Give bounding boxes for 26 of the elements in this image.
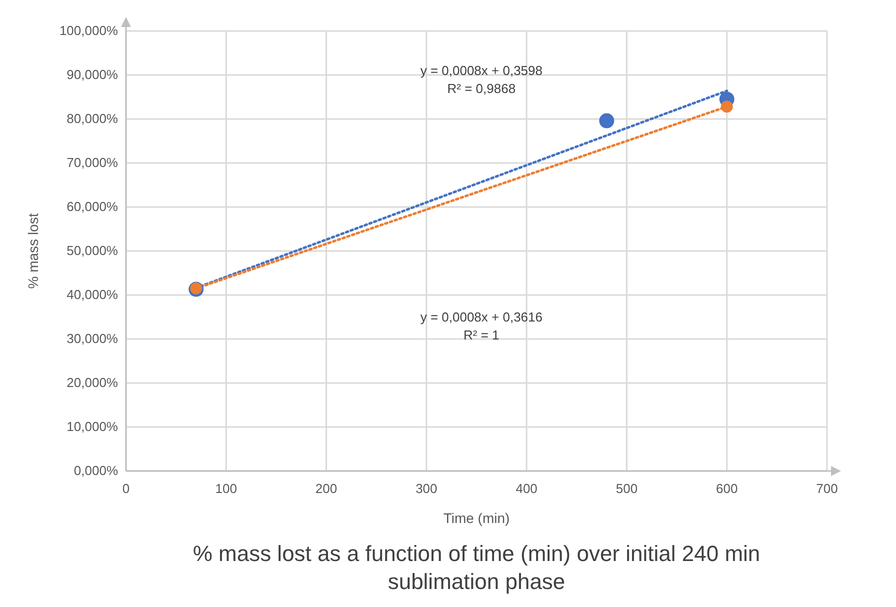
x-tick-label: 0 <box>122 481 130 496</box>
y-tick-label: 0,000% <box>74 463 118 478</box>
x-axis-title: Time (min) <box>443 510 510 526</box>
x-tick-label: 100 <box>215 481 237 496</box>
y-tick-label: 30,000% <box>66 331 118 346</box>
x-tick-label: 400 <box>516 481 538 496</box>
y-tick-label: 10,000% <box>66 419 118 434</box>
y-tick-label: 60,000% <box>66 199 118 214</box>
y-tick-label: 90,000% <box>66 67 118 82</box>
x-tick-label: 600 <box>716 481 738 496</box>
x-tick-label: 700 <box>816 481 838 496</box>
text: % mass lost as a function of time (min) over initial 240 min sublimation phase <box>192 541 760 594</box>
y-tick-label: 50,000% <box>66 243 118 258</box>
x-tick-label: 200 <box>315 481 338 496</box>
y-tick-label: 100,000% <box>59 23 118 38</box>
x-tick-label: 300 <box>416 481 438 496</box>
y-axis-title: % mass lost <box>25 213 41 289</box>
point <box>720 100 733 113</box>
y-tick-label: 80,000% <box>66 111 118 126</box>
x-tick-label: 500 <box>616 481 638 496</box>
annotation: y = 0,0008x + 0,3598 R² = 0,9868 <box>420 63 542 96</box>
y-tick-label: 70,000% <box>66 155 118 170</box>
annotation: y = 0,0008x + 0,3616 R² = 1 <box>420 309 542 342</box>
point <box>599 113 614 128</box>
y-tick-label: 20,000% <box>66 375 118 390</box>
y-tick-label: 40,000% <box>66 287 118 302</box>
